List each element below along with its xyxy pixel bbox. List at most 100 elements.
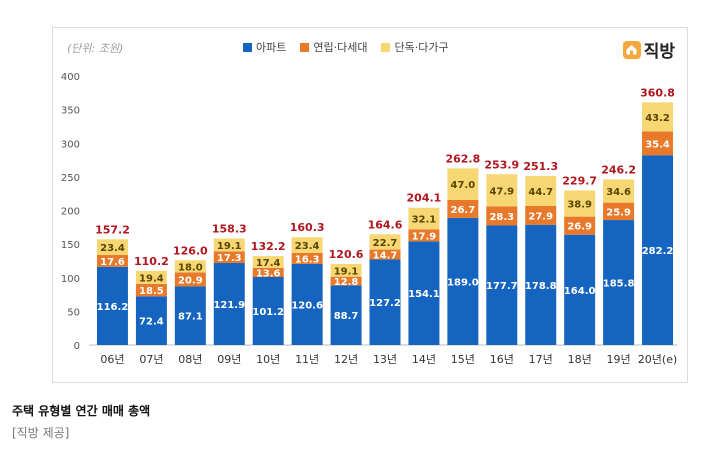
- y-tick-label-1: 50: [67, 307, 80, 318]
- bar-0-7: [369, 259, 401, 345]
- data-label-1-12: 26.9: [567, 222, 592, 233]
- legend-item-apartment: 아파트: [243, 39, 286, 55]
- data-label-2-1: 19.4: [139, 273, 164, 284]
- bar-1-6: [330, 276, 362, 286]
- total-label-11: 251.3: [523, 160, 558, 173]
- total-label-1: 110.2: [134, 255, 169, 268]
- bar-0-6: [330, 285, 362, 345]
- x-tick-label-8: 14년: [412, 353, 436, 366]
- bar-2-1: [135, 270, 167, 284]
- data-label-0-10: 177.7: [486, 281, 518, 292]
- x-tick-label-1: 07년: [139, 353, 163, 366]
- data-label-1-5: 16.3: [295, 254, 320, 265]
- legend-swatch-apartment: [243, 42, 252, 52]
- bar-0-4: [252, 276, 284, 345]
- data-label-2-7: 22.7: [373, 238, 398, 249]
- bar-0-5: [291, 263, 323, 345]
- legend-label-rowhouse: 연립·다세대: [313, 41, 368, 54]
- data-label-2-14: 43.2: [645, 113, 670, 124]
- data-label-1-4: 13.6: [256, 268, 281, 279]
- bar-2-12: [564, 190, 596, 217]
- y-tick-label-8: 400: [61, 72, 80, 83]
- data-label-2-6: 19.1: [334, 266, 359, 277]
- bar-1-2: [174, 272, 206, 287]
- bar-2-8: [408, 207, 440, 230]
- y-tick-label-2: 100: [61, 274, 80, 285]
- brand-logo-text: 직방: [643, 42, 675, 62]
- bar-2-0: [96, 239, 128, 256]
- x-tick-label-5: 11년: [295, 353, 319, 366]
- x-tick-label-3: 09년: [217, 353, 241, 366]
- x-tick-label-2: 08년: [178, 353, 202, 366]
- total-label-10: 253.9: [484, 158, 519, 171]
- data-label-0-5: 120.6: [291, 300, 323, 311]
- bar-1-11: [525, 205, 557, 225]
- total-label-2: 126.0: [173, 244, 208, 257]
- x-tick-label-9: 15년: [451, 353, 475, 366]
- data-label-1-9: 26.7: [451, 205, 476, 216]
- bar-2-5: [291, 237, 323, 253]
- total-label-0: 157.2: [95, 223, 130, 236]
- x-tick-label-0: 06년: [100, 353, 124, 366]
- data-label-0-4: 101.2: [252, 307, 284, 318]
- bar-2-3: [213, 238, 245, 252]
- legend-swatch-rowhouse: [300, 42, 310, 52]
- bar-1-4: [252, 267, 284, 277]
- bar-2-13: [603, 179, 635, 203]
- data-label-1-0: 17.6: [100, 257, 125, 268]
- bar-0-10: [486, 225, 518, 345]
- x-tick-label-10: 16년: [490, 353, 514, 366]
- data-label-2-9: 47.0: [451, 180, 476, 191]
- bar-2-7: [369, 234, 401, 250]
- bar-1-9: [447, 199, 479, 218]
- bar-2-11: [525, 175, 557, 206]
- data-label-0-1: 72.4: [139, 317, 164, 328]
- data-label-2-10: 47.9: [489, 186, 514, 197]
- total-label-13: 246.2: [601, 163, 636, 176]
- data-label-1-2: 20.9: [178, 275, 203, 286]
- total-label-7: 164.6: [368, 218, 403, 231]
- y-tick-label-7: 350: [61, 106, 80, 117]
- data-label-0-11: 178.8: [525, 281, 557, 292]
- bar-0-0: [96, 266, 128, 345]
- bar-1-5: [291, 252, 323, 264]
- total-label-5: 160.3: [290, 221, 325, 234]
- bar-0-13: [603, 220, 635, 345]
- total-label-6: 120.6: [329, 248, 364, 261]
- y-tick-label-3: 150: [61, 240, 80, 251]
- data-label-2-4: 17.4: [256, 258, 281, 269]
- data-label-1-13: 25.9: [606, 207, 631, 218]
- bar-1-1: [135, 283, 167, 297]
- bar-0-8: [408, 241, 440, 345]
- data-label-0-7: 127.2: [369, 298, 401, 309]
- data-label-1-1: 18.5: [139, 286, 164, 297]
- data-label-1-8: 17.9: [412, 231, 437, 242]
- data-label-2-3: 19.1: [217, 241, 242, 252]
- bar-0-14: [642, 155, 674, 345]
- data-label-1-11: 27.9: [528, 211, 553, 222]
- data-label-2-8: 32.1: [412, 215, 437, 226]
- brand-logo: 직방: [622, 37, 675, 62]
- data-label-0-6: 88.7: [334, 311, 359, 322]
- x-tick-label-7: 13년: [373, 353, 397, 366]
- legend-label-apartment: 아파트: [256, 41, 287, 54]
- data-label-1-7: 14.7: [373, 251, 398, 262]
- x-tick-label-12: 18년: [568, 353, 592, 366]
- data-label-2-5: 23.4: [295, 241, 320, 252]
- legend-item-detached: 단독·다가구: [381, 39, 449, 55]
- data-label-0-13: 185.8: [603, 279, 635, 290]
- bar-1-0: [96, 255, 128, 267]
- bar-0-12: [564, 234, 596, 345]
- caption-title: 주택 유형별 연간 매매 총액: [12, 404, 151, 418]
- data-label-0-12: 164.0: [564, 286, 596, 297]
- bar-1-10: [486, 206, 518, 226]
- total-label-14: 360.8: [640, 86, 675, 99]
- data-label-2-2: 18.0: [178, 262, 203, 273]
- y-tick-label-6: 300: [61, 139, 80, 150]
- data-label-1-10: 28.3: [489, 212, 514, 223]
- bar-2-6: [330, 263, 362, 277]
- legend: 아파트 연립·다세대 단독·다가구: [243, 39, 449, 55]
- data-label-0-3: 121.9: [213, 300, 245, 311]
- total-label-3: 158.3: [212, 223, 247, 236]
- chart-frame: 0 50 100 150 200 250 300 350 400 116.2 17.6 23.4 157…: [52, 27, 688, 383]
